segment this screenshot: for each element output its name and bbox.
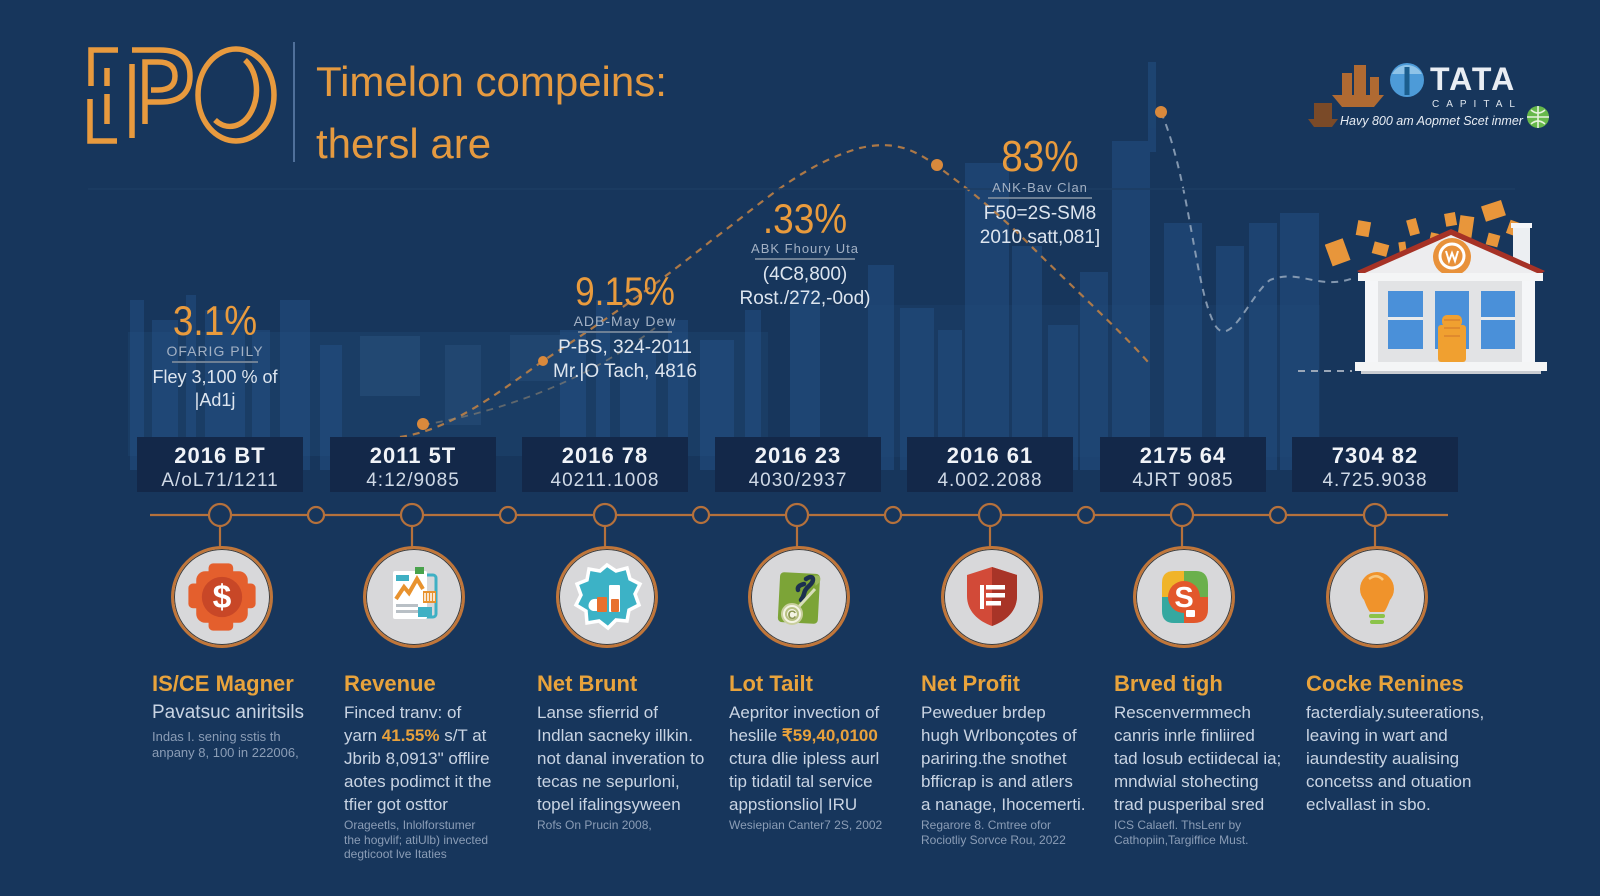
svg-text:TATA: TATA [1430,61,1516,97]
svg-text:CAPITAL: CAPITAL [1432,99,1522,110]
svg-text:$: $ [213,579,232,616]
svg-text:C: C [788,608,797,622]
svg-text:S: S [1174,582,1193,614]
svg-text:Havy 800 am Aopmet Scet inmer: Havy 800 am Aopmet Scet inmer [1340,114,1524,128]
